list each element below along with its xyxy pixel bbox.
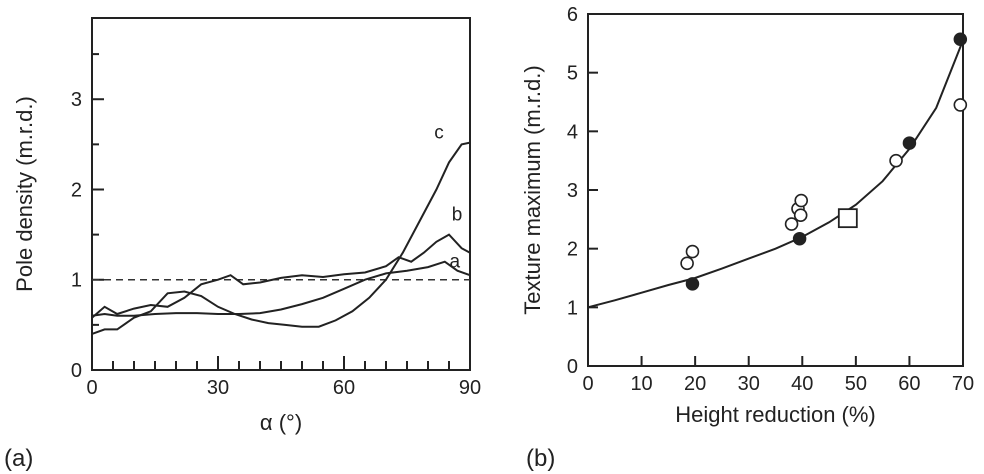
panel-label-a: (a) bbox=[4, 445, 33, 472]
x-tick-label-b: 20 bbox=[684, 373, 706, 395]
y-tick-label-b: 0 bbox=[567, 356, 578, 378]
data-point-filled bbox=[685, 277, 700, 291]
data-point-filled bbox=[953, 32, 968, 46]
y-tick-label-b: 4 bbox=[567, 121, 578, 143]
data-point-open bbox=[685, 244, 700, 259]
x-tick-label-a: 0 bbox=[86, 377, 97, 399]
panel-b: 0 10 20 30 40 50 60 70 0 1 2 3 4 5 6 Height reduction (… bbox=[520, 4, 974, 472]
panel-a: 0 30 60 90 0 1 2 3 a b c α (°) Pole density (m.r.d.)… bbox=[4, 17, 481, 472]
y-tick-label-b: 3 bbox=[567, 180, 578, 202]
x-tick-label-b: 60 bbox=[898, 373, 920, 395]
series-line-b bbox=[91, 233, 471, 319]
data-point-open bbox=[889, 153, 903, 168]
y-axis-label-a: Pole density (m.r.d.) bbox=[12, 96, 37, 292]
series-line-c bbox=[91, 141, 471, 335]
data-point-open bbox=[953, 98, 968, 112]
y-tick-label-b: 1 bbox=[567, 297, 578, 319]
data-point-filled bbox=[792, 231, 807, 246]
x-tick-label-b: 30 bbox=[738, 373, 760, 395]
y-tick-label-a: 1 bbox=[71, 270, 82, 292]
fit-curve bbox=[587, 40, 964, 309]
series-label-a: a bbox=[450, 252, 461, 273]
series-line-a bbox=[91, 260, 471, 317]
data-point-open bbox=[680, 256, 694, 271]
y-tick-label-b: 6 bbox=[567, 4, 578, 26]
x-axis-label-b: Height reduction (%) bbox=[675, 402, 876, 427]
plot-frame-b bbox=[587, 13, 964, 367]
x-tick-label-b: 10 bbox=[630, 373, 652, 395]
plot-frame-a bbox=[91, 17, 471, 371]
y-tick-label-b: 2 bbox=[567, 239, 578, 261]
panel-label-b: (b) bbox=[526, 445, 555, 472]
x-axis-label-a: α (°) bbox=[260, 410, 302, 435]
y-tick-label-a: 3 bbox=[71, 89, 82, 111]
data-point-open bbox=[793, 208, 808, 223]
y-tick-label-a: 2 bbox=[71, 179, 82, 201]
series-label-c: c bbox=[434, 122, 444, 143]
x-tick-label-a: 60 bbox=[333, 377, 355, 399]
x-tick-label-b: 40 bbox=[791, 373, 813, 395]
y-tick-label-a: 0 bbox=[71, 360, 82, 382]
y-axis-label-b: Texture maximum (m.r.d.) bbox=[520, 65, 545, 314]
data-point-open bbox=[794, 193, 809, 208]
x-tick-label-a: 90 bbox=[459, 377, 481, 399]
series-label-b: b bbox=[452, 205, 463, 226]
y-tick-label-b: 5 bbox=[567, 63, 578, 85]
data-point-open bbox=[784, 217, 799, 231]
x-tick-label-b: 0 bbox=[582, 373, 593, 395]
x-tick-label-b: 70 bbox=[952, 373, 974, 395]
x-tick-label-b: 50 bbox=[845, 373, 867, 395]
data-point-square bbox=[837, 208, 858, 229]
x-tick-label-a: 30 bbox=[207, 377, 229, 399]
data-point-filled bbox=[902, 136, 917, 150]
